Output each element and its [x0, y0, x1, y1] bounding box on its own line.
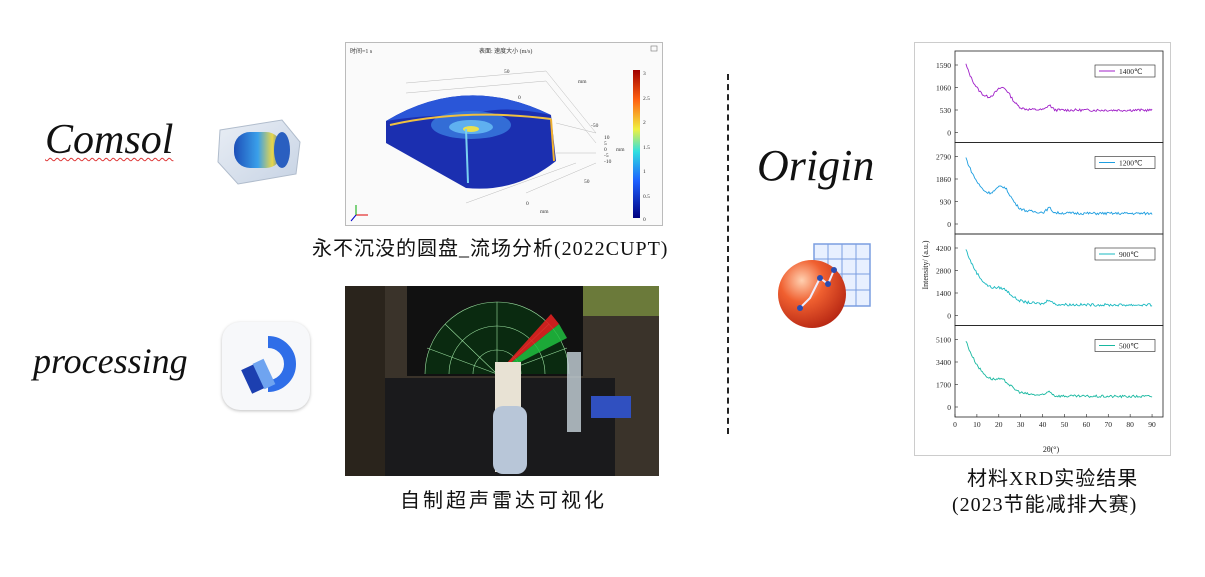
- axis-label: 50: [584, 179, 590, 185]
- xrd-y-tick-label: 1060: [936, 84, 951, 93]
- xrd-legend-label: 500℃: [1119, 342, 1139, 351]
- xrd-legend-label: 1400℃: [1119, 67, 1143, 76]
- xrd-y-tick-label: 0: [947, 403, 951, 412]
- comsol-simulation-image: 时间=1 s 表面: 速度大小 (m/s) 3 2: [345, 42, 663, 226]
- sim-header-center: 表面: 速度大小 (m/s): [479, 47, 532, 55]
- comsol-app-icon: [212, 112, 304, 190]
- origin-app-icon: [772, 242, 872, 332]
- xrd-y-tick-label: 930: [940, 198, 952, 207]
- processing-app-icon: [222, 322, 310, 410]
- axis-label: 0: [518, 95, 521, 101]
- xrd-curve-1200℃: [965, 157, 1153, 216]
- xrd-y-tick-label: 3400: [936, 358, 951, 367]
- xrd-x-tick-label: 60: [1083, 420, 1091, 429]
- processing-caption: 自制超声雷达可视化: [400, 490, 607, 512]
- xrd-y-tick-label: 5100: [936, 336, 951, 345]
- xrd-x-tick-label: 50: [1061, 420, 1069, 429]
- axis-label: 0: [526, 201, 529, 207]
- section-divider: [727, 74, 729, 434]
- sim-header-left: 时间=1 s: [350, 47, 373, 55]
- axis-label: 5: [604, 141, 607, 147]
- colorbar-tick: 1.5: [643, 145, 650, 151]
- colorbar-tick: 0.5: [643, 194, 650, 200]
- xrd-curve-1400℃: [965, 63, 1153, 113]
- xrd-curve-500℃: [965, 340, 1153, 399]
- axis-label: -50: [591, 123, 599, 129]
- comsol-caption: 永不沉没的圆盘_流场分析(2022CUPT): [312, 238, 669, 260]
- xrd-x-tick-label: 30: [1017, 420, 1025, 429]
- xrd-x-tick-label: 0: [953, 420, 957, 429]
- radar-photo: [345, 286, 659, 476]
- axis-label: 0: [604, 147, 607, 153]
- xrd-y-tick-label: 1860: [936, 175, 951, 184]
- xrd-legend-box: [1094, 156, 1156, 169]
- axis-label: 50: [504, 69, 510, 75]
- xrd-legend-label: 900℃: [1119, 250, 1139, 259]
- xrd-x-title: 2θ(°): [1043, 445, 1060, 454]
- xrd-y-tick-label: 2790: [936, 153, 951, 162]
- xrd-y-tick-label: 2800: [936, 267, 951, 276]
- xrd-y-tick-label: 1700: [936, 381, 951, 390]
- xrd-y-tick-label: 4200: [936, 244, 951, 253]
- xrd-y-tick-label: 1590: [936, 61, 951, 70]
- xrd-y-tick-label: 530: [940, 106, 952, 115]
- axis-label: -5: [604, 153, 609, 159]
- xrd-curve-900℃: [965, 249, 1153, 307]
- xrd-caption-line1: 材料XRD实验结果: [967, 468, 1139, 490]
- processing-label: processing: [33, 341, 188, 381]
- xrd-x-tick-label: 40: [1039, 420, 1047, 429]
- colorbar-tick: 0: [643, 217, 646, 223]
- colorbar-tick: 3: [643, 71, 646, 77]
- colorbar-tick: 2: [643, 120, 646, 126]
- xrd-y-title: Intensity/ (a.u.): [921, 240, 930, 289]
- xrd-x-tick-label: 10: [973, 420, 981, 429]
- xrd-figure: Intensity/ (a.u.) 2θ(°) 1590 1060 530 0 1400…: [914, 42, 1171, 456]
- xrd-y-tick-label: 1400: [936, 289, 951, 298]
- xrd-panel-frame: [954, 325, 1164, 418]
- xrd-legend-label: 1200℃: [1119, 159, 1143, 168]
- xrd-y-tick-label: 0: [947, 220, 951, 229]
- xrd-y-tick-label: 0: [947, 312, 951, 321]
- axis-label: mm: [578, 79, 587, 85]
- xrd-legend-box: [1094, 64, 1156, 78]
- axis-label: mm: [616, 147, 625, 153]
- xrd-legend-box: [1094, 247, 1156, 261]
- axis-label: mm: [540, 209, 549, 215]
- axis-label: 10: [604, 135, 610, 141]
- xrd-x-tick-label: 80: [1126, 420, 1134, 429]
- xrd-legend-box: [1094, 339, 1156, 352]
- xrd-caption-line2: (2023节能减排大赛): [952, 494, 1138, 516]
- xrd-x-tick-label: 20: [995, 420, 1003, 429]
- origin-label: Origin: [757, 141, 875, 190]
- xrd-y-tick-label: 0: [947, 129, 951, 138]
- comsol-label: Comsol: [45, 117, 174, 163]
- xrd-x-tick-label: 70: [1105, 420, 1113, 429]
- xrd-x-tick-label: 90: [1148, 420, 1156, 429]
- colorbar-tick: 1: [643, 169, 646, 175]
- axis-label: -10: [604, 159, 612, 165]
- colorbar-tick: 2.5: [643, 96, 650, 102]
